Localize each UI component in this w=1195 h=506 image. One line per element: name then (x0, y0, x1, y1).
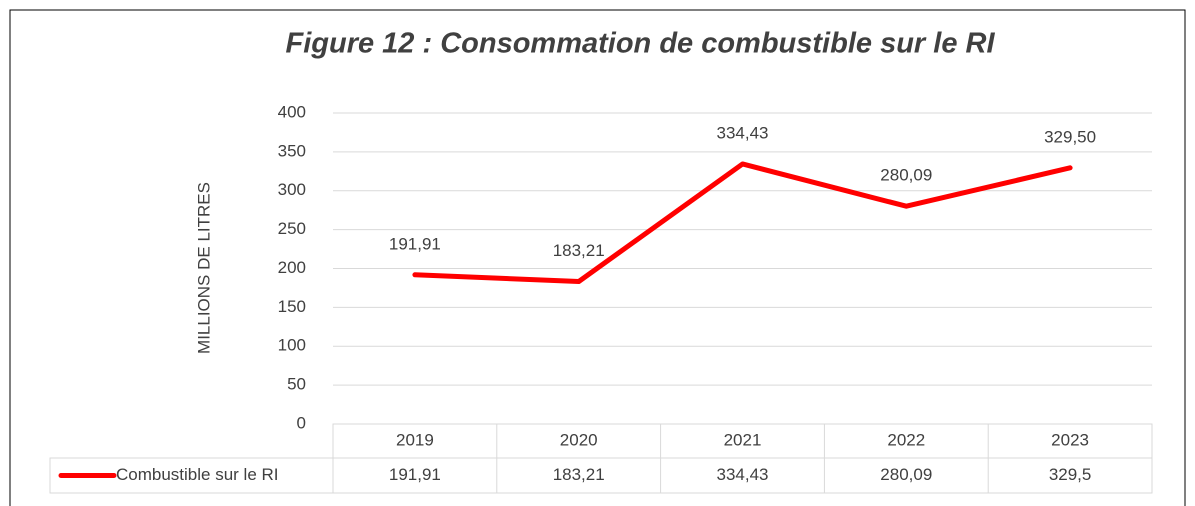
x-tick-label: 2019 (396, 430, 434, 449)
data-label: 334,43 (717, 123, 769, 142)
y-tick-label: 350 (278, 141, 306, 160)
y-tick-label: 150 (278, 297, 306, 316)
y-tick-label: 100 (278, 336, 306, 355)
y-tick-label: 250 (278, 219, 306, 238)
table-value: 280,09 (880, 465, 932, 484)
table-value: 334,43 (717, 465, 769, 484)
table-value: 183,21 (553, 465, 605, 484)
table-value: 191,91 (389, 465, 441, 484)
x-tick-label: 2021 (724, 430, 762, 449)
x-tick-label: 2023 (1051, 430, 1089, 449)
data-label: 183,21 (553, 241, 605, 260)
y-tick-label: 0 (297, 413, 306, 432)
y-tick-label: 50 (287, 375, 306, 394)
x-tick-label: 2020 (560, 430, 598, 449)
y-tick-label: 300 (278, 180, 306, 199)
y-tick-label: 200 (278, 258, 306, 277)
legend-label: Combustible sur le RI (116, 465, 279, 484)
data-label: 191,91 (389, 234, 441, 253)
x-tick-label: 2022 (887, 430, 925, 449)
data-line (412, 161, 1073, 285)
table-data-row (49, 457, 1153, 494)
data-label: 280,09 (880, 166, 932, 185)
table-value: 329,5 (1049, 465, 1092, 484)
frame (9, 9, 1186, 506)
y-axis-label: MILLIONS DE LITRES (194, 182, 213, 354)
y-tick-label: 400 (278, 102, 306, 121)
data-label: 329,50 (1044, 127, 1096, 146)
chart-title: Figure 12 : Consommation de combustible … (286, 28, 996, 60)
